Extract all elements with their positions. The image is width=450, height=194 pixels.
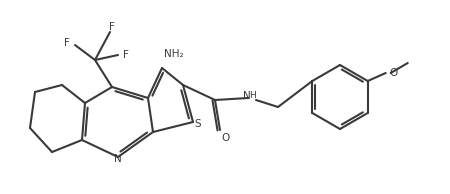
Text: N: N — [243, 91, 251, 101]
Text: O: O — [390, 68, 398, 78]
Text: O: O — [221, 133, 229, 143]
Text: S: S — [195, 119, 201, 129]
Text: N: N — [114, 154, 122, 164]
Text: NH₂: NH₂ — [164, 49, 184, 59]
Text: F: F — [123, 50, 129, 60]
Text: H: H — [250, 92, 256, 100]
Text: F: F — [109, 22, 115, 32]
Text: F: F — [64, 38, 70, 48]
